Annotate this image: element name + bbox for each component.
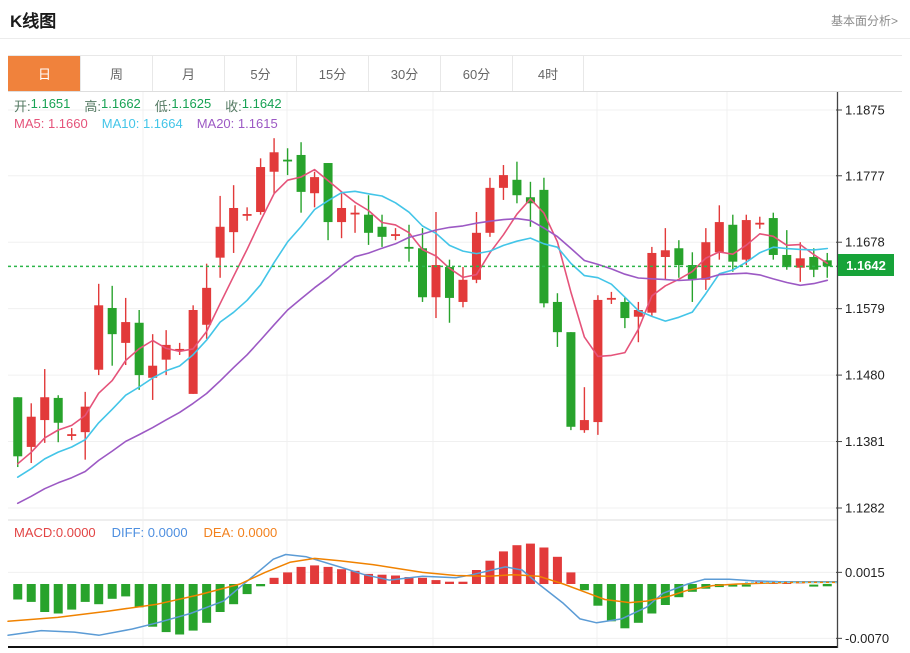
fundamental-analysis-link[interactable]: 基本面分析> (830, 14, 898, 28)
diff-value: DIFF: 0.0000 (111, 525, 188, 540)
high-label: 高: (84, 99, 102, 114)
tab-15分[interactable]: 15分 (296, 56, 368, 91)
tab-周[interactable]: 周 (80, 56, 152, 91)
svg-text:1.1282: 1.1282 (845, 500, 885, 515)
close-value: 1.1642 (241, 96, 282, 111)
ma5-value: MA5: 1.1660 (14, 116, 88, 131)
svg-text:1.1777: 1.1777 (845, 168, 885, 183)
interval-tabs: 日周月 5分 15分 30分 60分 4时 (8, 55, 902, 92)
svg-text:0.0015: 0.0015 (845, 565, 885, 580)
svg-text:1.1381: 1.1381 (845, 434, 885, 449)
svg-text:1.1480: 1.1480 (845, 368, 885, 383)
ohlc-readout: 开: 1.1651 高: 1.1662 低: 1.1625 收: 1.1642 (14, 96, 296, 115)
open-value: 1.1651 (30, 96, 71, 111)
tab-4时[interactable]: 4时 (512, 56, 584, 91)
low-label: 低: (154, 99, 172, 114)
header-divider (0, 38, 910, 39)
open-label: 开: (14, 99, 31, 114)
tab-月[interactable]: 月 (152, 56, 224, 91)
ma20-value: MA20: 1.1615 (196, 116, 278, 131)
tab-5分[interactable]: 5分 (224, 56, 296, 91)
svg-text:1.1678: 1.1678 (845, 235, 885, 250)
svg-text:1.1875: 1.1875 (845, 103, 885, 118)
tab-30分[interactable]: 30分 (368, 56, 440, 91)
page-title: K线图 (10, 12, 57, 31)
tab-60分[interactable]: 60分 (440, 56, 512, 91)
dea-value: DEA: 0.0000 (203, 525, 278, 540)
close-label: 收: (225, 99, 242, 114)
ma-readout: MA5: 1.1660 MA10: 1.1664 MA20: 1.1615 (14, 116, 278, 131)
ma10-value: MA10: 1.1664 (101, 116, 183, 131)
tab-日[interactable]: 日 (8, 56, 80, 91)
high-value: 1.1662 (101, 96, 141, 111)
low-value: 1.1625 (171, 96, 212, 111)
macd-readout: MACD:0.0000 DIFF: 0.0000 DEA: 0.0000 (14, 525, 277, 540)
macd-value: MACD:0.0000 (14, 525, 96, 540)
svg-text:-0.0070: -0.0070 (845, 631, 889, 646)
last-price-badge: 1.1642 (838, 254, 894, 276)
svg-text:1.1579: 1.1579 (845, 301, 885, 316)
